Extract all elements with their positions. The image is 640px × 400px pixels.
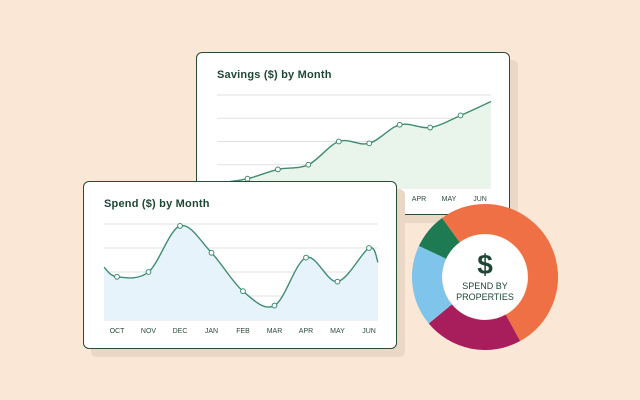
donut-slice: [428, 303, 521, 350]
savings-data-point: [427, 124, 434, 131]
donut-slice: [484, 204, 558, 341]
spend-chart-title: Spend ($) by Month: [104, 198, 210, 210]
spend-x-tick-label: DEC: [173, 328, 188, 335]
donut-slice: [418, 217, 461, 260]
donut-center: $ SPEND BY PROPERTIES: [440, 232, 530, 322]
spend-area-fill: [104, 225, 378, 320]
savings-data-point: [366, 140, 373, 147]
savings-data-point: [305, 161, 312, 168]
donut-slice: [412, 245, 453, 324]
spend-x-tick-label: JAN: [205, 328, 218, 335]
donut-slice: [442, 204, 486, 243]
spend-chart: OCT NOV DEC JAN FEB MAR APR MAY JUN: [103, 223, 379, 335]
savings-chart-title: Savings ($) by Month: [217, 69, 332, 81]
spend-x-tick-label: MAY: [330, 328, 345, 335]
savings-data-point: [335, 138, 342, 145]
savings-x-tick-label: APR: [412, 196, 426, 203]
spend-x-tick-label: NOV: [141, 328, 157, 335]
spend-chart-card: OCT NOV DEC JAN FEB MAR APR MAY JUN Spend ($) by…: [83, 181, 397, 349]
spend-x-tick-label: OCT: [110, 328, 126, 335]
savings-x-tick-label: MAY: [442, 196, 457, 203]
savings-chart: APR MAY JUN: [216, 94, 492, 203]
spend-x-tick-label: FEB: [236, 328, 250, 335]
savings-data-point: [457, 112, 464, 119]
spend-data-point: [240, 288, 246, 295]
spend-data-point: [145, 269, 152, 275]
spend-data-point: [177, 223, 183, 229]
savings-area-fill: [217, 101, 491, 188]
spend-by-properties-donut: [412, 204, 558, 350]
spend-data-point: [334, 278, 341, 285]
savings-x-tick-label: JUN: [473, 196, 487, 203]
spend-x-tick-label: APR: [299, 328, 313, 335]
spend-x-tick-label: MAR: [267, 328, 283, 335]
savings-data-point: [274, 166, 281, 173]
donut-hole: [442, 234, 528, 320]
dollar-icon: $: [477, 249, 493, 280]
spend-data-point: [271, 302, 278, 309]
spend-data-point: [208, 249, 215, 256]
savings-data-point: [396, 121, 403, 128]
spend-data-point: [366, 245, 372, 251]
savings-series-line: [216, 100, 492, 185]
spend-data-point: [303, 254, 309, 261]
donut-center-label: SPEND BY PROPERTIES: [456, 281, 514, 302]
spend-x-tick-label: JUN: [362, 328, 376, 335]
spend-data-point: [114, 273, 120, 280]
